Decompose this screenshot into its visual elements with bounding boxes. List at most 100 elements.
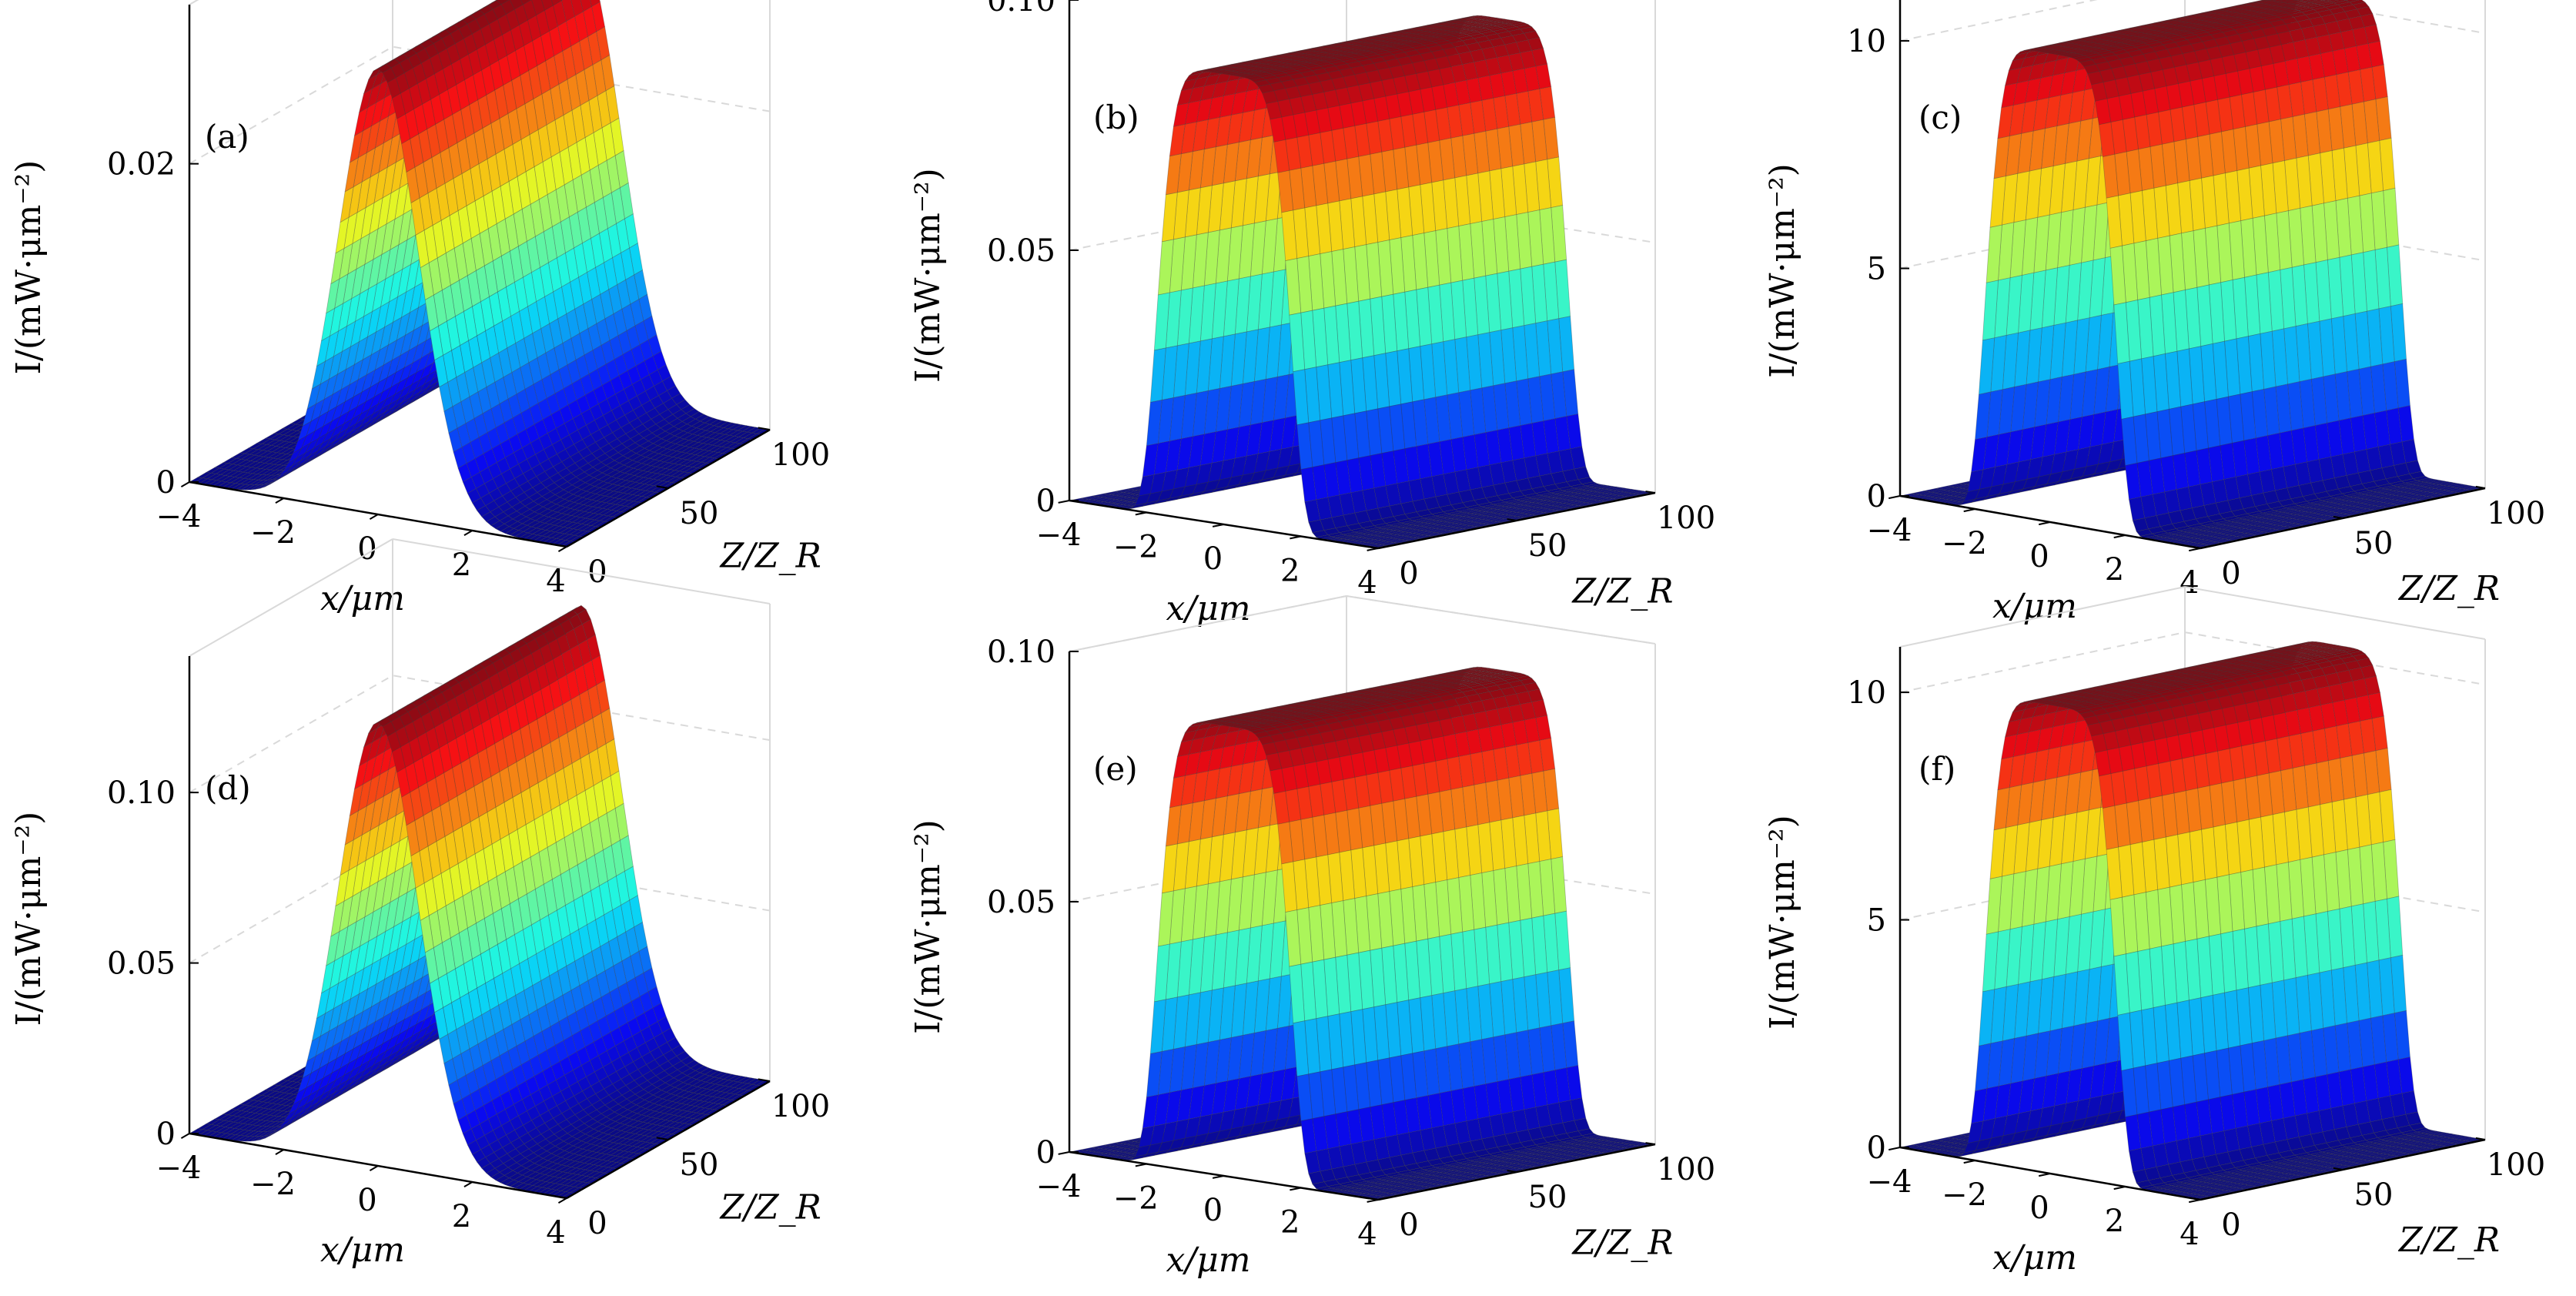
x-tick-label: 2 bbox=[2105, 1204, 2124, 1239]
x-tick-label: 4 bbox=[1357, 1217, 1377, 1252]
x-tick-label: 2 bbox=[1280, 1205, 1300, 1241]
y-tick-label: 100 bbox=[1657, 501, 1715, 536]
z-tick-label: 10 bbox=[1847, 675, 1886, 711]
y-tick-label: 50 bbox=[1528, 528, 1567, 564]
x-tick-label: −4 bbox=[1036, 1169, 1082, 1204]
x-tick-label: 4 bbox=[546, 564, 565, 599]
x-tick-label: −2 bbox=[1942, 526, 1987, 561]
x-tick-label: −4 bbox=[1867, 1164, 1912, 1200]
y-tick-label: 50 bbox=[680, 1147, 719, 1183]
x-axis-label: x/μm bbox=[1992, 587, 2077, 626]
z-tick-label: 5 bbox=[1867, 252, 1886, 287]
z-tick-label: 0 bbox=[1036, 1135, 1055, 1170]
z-axis-label: I/(mW·μm⁻²) bbox=[9, 812, 49, 1026]
axes-box bbox=[189, 538, 771, 1081]
panel-d: −4 −2 0 2 4 05010000.050.10x/μmZ/Z_RI/(mW·μm⁻… bbox=[9, 538, 830, 1270]
z-axis-label: I/(mW·μm⁻²) bbox=[9, 160, 49, 375]
z-tick-label: 10 bbox=[1847, 24, 1886, 59]
y-axis-label: Z/Z_R bbox=[2397, 569, 2500, 608]
x-tick-label: 0 bbox=[357, 1183, 376, 1218]
x-axis-label: x/μm bbox=[320, 579, 405, 618]
x-tick-label: 2 bbox=[452, 548, 471, 583]
z-axis-label: I/(mW·μm⁻²) bbox=[1763, 815, 1802, 1030]
panel-label: (a) bbox=[205, 118, 249, 156]
z-axis-label: I/(mW·μm⁻²) bbox=[908, 168, 948, 383]
z-tick-label: 0.05 bbox=[987, 233, 1055, 269]
y-axis-label: Z/Z_R bbox=[719, 536, 821, 575]
z-tick-labels: 0 5 10 bbox=[1847, 675, 1886, 1166]
y-tick-label: 0 bbox=[2221, 1207, 2240, 1243]
axes-lines bbox=[1888, 0, 2486, 552]
z-tick-labels: 0 0.05 0.10 bbox=[987, 0, 1055, 519]
intensity-surface bbox=[1069, 666, 1656, 1201]
panel-label: (c) bbox=[1919, 99, 1962, 136]
panel-label: (e) bbox=[1093, 750, 1138, 788]
x-tick-label: −2 bbox=[250, 1167, 296, 1202]
y-tick-label: 100 bbox=[2487, 496, 2545, 531]
y-tick-label: 100 bbox=[771, 437, 830, 473]
x-tick-label: 2 bbox=[1280, 554, 1300, 589]
x-tick-label: −4 bbox=[156, 499, 202, 534]
intensity-surface bbox=[1069, 15, 1656, 549]
z-tick-label: 0.05 bbox=[987, 885, 1055, 920]
z-tick-labels: 0 5 10 bbox=[1847, 24, 1886, 514]
z-tick-labels: 0 0.05 0.10 bbox=[107, 775, 176, 1152]
y-tick-label: 0 bbox=[2221, 556, 2240, 591]
x-tick-label: 4 bbox=[1357, 565, 1377, 601]
intensity-surface bbox=[188, 0, 771, 548]
x-tick-label: −4 bbox=[1036, 517, 1082, 553]
z-tick-label: 0 bbox=[1867, 1130, 1886, 1166]
x-tick-labels: −4 −2 0 2 4 bbox=[1036, 1169, 1377, 1252]
intensity-surface bbox=[1899, 641, 2486, 1201]
x-tick-label: 0 bbox=[1203, 541, 1223, 577]
y-tick-label: 50 bbox=[2354, 1177, 2394, 1213]
x-tick-labels: −4 −2 0 2 4 bbox=[156, 499, 566, 599]
y-tick-labels: 0 50 100 bbox=[1399, 1152, 1715, 1243]
x-tick-label: 2 bbox=[2105, 552, 2124, 588]
intensity-surface bbox=[188, 604, 771, 1199]
y-tick-labels: 0 50 100 bbox=[587, 437, 830, 590]
z-tick-label: 0 bbox=[1036, 484, 1055, 519]
x-tick-labels: −4 −2 0 2 4 bbox=[1036, 517, 1377, 601]
y-tick-label: 100 bbox=[1657, 1152, 1715, 1187]
x-tick-label: 4 bbox=[546, 1215, 565, 1251]
panel-label: (d) bbox=[205, 769, 251, 807]
x-tick-label: 4 bbox=[2180, 1217, 2199, 1252]
z-tick-label: 0.10 bbox=[107, 775, 176, 811]
z-tick-labels: 0 0.05 0.10 bbox=[987, 635, 1055, 1170]
panel-label: (b) bbox=[1093, 99, 1139, 136]
axes-lines bbox=[1058, 0, 1656, 551]
x-tick-label: −2 bbox=[1942, 1177, 1987, 1213]
y-tick-labels: 0 50 100 bbox=[1399, 501, 1715, 591]
x-tick-label: −4 bbox=[1867, 513, 1912, 548]
x-tick-label: 0 bbox=[2029, 539, 2049, 574]
y-tick-label: 50 bbox=[2354, 526, 2394, 561]
x-tick-labels: −4 −2 0 2 4 bbox=[1867, 1164, 2200, 1252]
x-axis-label: x/μm bbox=[320, 1231, 405, 1270]
axes-lines bbox=[180, 5, 771, 552]
x-tick-label: −2 bbox=[1113, 1181, 1159, 1217]
axes-lines bbox=[1058, 651, 1656, 1203]
z-axis-label: I/(mW·μm⁻²) bbox=[908, 819, 948, 1034]
y-tick-label: 0 bbox=[1399, 556, 1418, 591]
x-tick-label: −4 bbox=[156, 1150, 202, 1186]
y-tick-label: 100 bbox=[2487, 1147, 2545, 1183]
x-tick-label: 2 bbox=[452, 1199, 471, 1234]
y-axis-label: Z/Z_R bbox=[1571, 571, 1673, 611]
z-tick-label: 0.02 bbox=[107, 147, 176, 183]
x-tick-label: 4 bbox=[2180, 565, 2199, 601]
x-tick-labels: −4 −2 0 2 4 bbox=[156, 1150, 566, 1251]
y-axis-label: Z/Z_R bbox=[1571, 1223, 1673, 1262]
y-tick-labels: 0 50 100 bbox=[2221, 496, 2545, 591]
y-tick-label: 0 bbox=[587, 1206, 607, 1241]
y-tick-label: 50 bbox=[680, 496, 719, 531]
intensity-surface bbox=[1899, 0, 2486, 549]
x-axis-label: x/μm bbox=[1166, 589, 1251, 628]
x-tick-label: −2 bbox=[1113, 530, 1159, 565]
z-tick-label: 0 bbox=[156, 1117, 176, 1152]
z-tick-label: 0 bbox=[156, 465, 176, 501]
